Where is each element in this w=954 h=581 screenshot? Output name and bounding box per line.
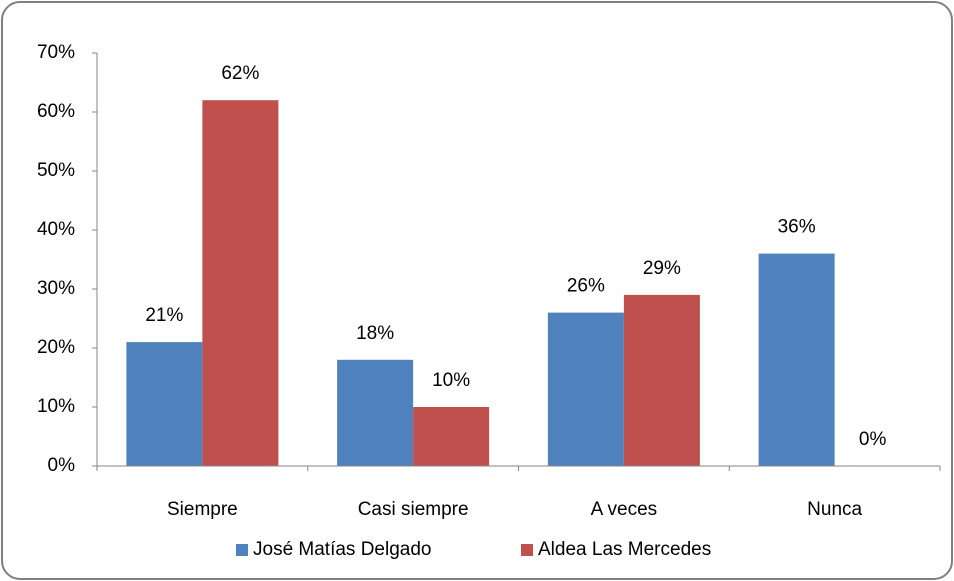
data-label: 29% xyxy=(643,258,681,279)
data-label: 36% xyxy=(778,217,816,238)
y-tick-label: 20% xyxy=(37,337,75,358)
bar xyxy=(623,294,700,466)
bar xyxy=(202,100,279,466)
y-tick-label: 0% xyxy=(48,455,76,476)
legend-swatch xyxy=(521,544,533,556)
bar xyxy=(413,407,490,466)
data-label: 18% xyxy=(356,323,394,344)
data-label: 21% xyxy=(145,305,183,326)
data-label: 62% xyxy=(221,63,259,84)
legend-swatch xyxy=(236,544,248,556)
bar xyxy=(547,312,624,466)
legend-label: José Matías Delgado xyxy=(253,539,432,560)
bar xyxy=(126,342,203,466)
data-label: 26% xyxy=(567,276,605,297)
x-tick-label: Siempre xyxy=(167,499,238,520)
x-tick-label: A veces xyxy=(591,499,658,520)
y-tick-label: 70% xyxy=(37,42,75,63)
data-label: 10% xyxy=(432,370,470,391)
y-tick-label: 60% xyxy=(37,101,75,122)
data-label: 0% xyxy=(859,429,887,450)
legend-label: Aldea Las Mercedes xyxy=(538,539,711,560)
x-tick-label: Casi siempre xyxy=(358,499,469,520)
y-tick-label: 30% xyxy=(37,278,75,299)
y-tick-label: 50% xyxy=(37,160,75,181)
bar xyxy=(758,253,835,466)
y-tick-label: 10% xyxy=(37,396,75,417)
x-tick-label: Nunca xyxy=(807,499,862,520)
y-tick-label: 40% xyxy=(37,219,75,240)
bar xyxy=(337,359,414,466)
